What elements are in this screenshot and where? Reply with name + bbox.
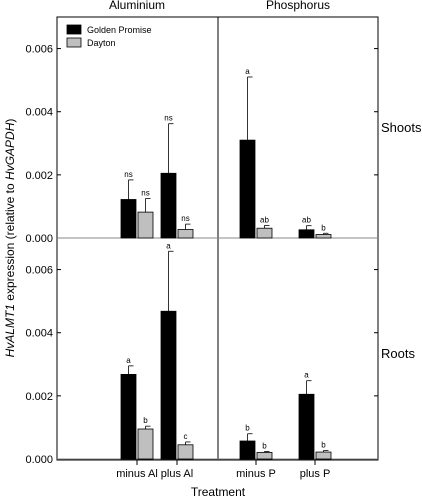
y-axis-label-gene: HvALMT1 — [3, 304, 17, 357]
significance-label: ns — [164, 114, 172, 123]
significance-label: a — [126, 356, 131, 365]
significance-label: ab — [260, 215, 269, 224]
bar-shoots-dayton-minus-p — [256, 227, 273, 239]
y-tick-label: 0.006 — [25, 265, 53, 277]
significance-label: ab — [302, 216, 311, 225]
significance-label: a — [166, 241, 171, 250]
bar-shoots-golden-promise-minus-al — [120, 199, 137, 239]
row-label-roots: Roots — [381, 346, 415, 361]
significance-label: b — [245, 424, 250, 433]
significance-label: ns — [124, 170, 132, 179]
y-tick-label: 0.002 — [25, 170, 53, 182]
bar-roots-golden-promise-plus-p — [298, 393, 315, 460]
x-tick-label-plus-al: plus Al — [161, 468, 193, 480]
significance-label: a — [304, 371, 309, 380]
significance-label: a — [245, 67, 250, 76]
bar-shoots-golden-promise-plus-p — [298, 229, 315, 239]
bar-shoots-dayton-minus-al — [137, 211, 154, 239]
panel-title-aluminium: Aluminium — [109, 0, 165, 12]
bar-roots-dayton-plus-al — [177, 444, 194, 460]
x-tick-label-minus-al: minus Al — [116, 468, 158, 480]
bar-shoots-dayton-plus-al — [177, 229, 194, 239]
significance-label: b — [321, 223, 326, 232]
significance-label: b — [321, 440, 326, 449]
y-tick-label: 0.004 — [25, 107, 53, 119]
significance-label: ns — [181, 214, 189, 223]
bar-roots-golden-promise-plus-al — [160, 310, 177, 460]
y-tick-label: 0.000 — [25, 233, 53, 245]
bar-roots-dayton-minus-al — [137, 428, 154, 460]
bar-shoots-golden-promise-plus-al — [160, 172, 177, 239]
bar-shoots-dayton-plus-p — [315, 234, 332, 239]
x-tick-label-plus-p: plus P — [300, 468, 331, 480]
significance-label: c — [184, 432, 188, 441]
y-tick-label: 0.006 — [25, 44, 53, 56]
significance-label: b — [262, 441, 267, 450]
bar-shoots-golden-promise-minus-p — [239, 139, 256, 239]
significance-label: ns — [141, 189, 149, 198]
significance-label: b — [143, 416, 148, 425]
x-tick-label-minus-p: minus P — [236, 468, 276, 480]
bar-roots-dayton-plus-p — [315, 451, 332, 460]
row-label-shoots: Shoots — [381, 120, 422, 135]
y-axis-label: HvALMT1 expression (relative to HvGAPDH) — [3, 119, 17, 358]
legend-label-golden-promise: Golden Promise — [87, 25, 152, 35]
bar-roots-golden-promise-minus-al — [120, 373, 137, 460]
y-tick-label: 0.000 — [25, 454, 53, 466]
legend-swatch-dayton — [66, 37, 82, 48]
x-axis-label: Treatment — [191, 485, 246, 499]
bar-roots-golden-promise-minus-p — [239, 440, 256, 460]
y-tick-label: 0.002 — [25, 391, 53, 403]
y-tick-label: 0.004 — [25, 328, 53, 340]
y-axis-label-close: ) — [3, 119, 17, 123]
y-axis-label-text: expression (relative to — [3, 180, 17, 304]
legend: Golden Promise Dayton — [66, 24, 152, 48]
panel-title-phosphorus: Phosphorus — [266, 0, 330, 12]
y-axis-label-reference: HvGAPDH — [3, 122, 17, 180]
bar-roots-dayton-minus-p — [256, 451, 273, 460]
legend-swatch-golden-promise — [66, 24, 82, 35]
legend-label-dayton: Dayton — [87, 38, 116, 48]
